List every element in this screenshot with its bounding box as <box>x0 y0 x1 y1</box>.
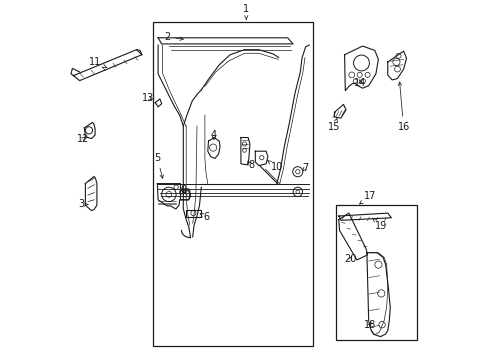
Text: 8: 8 <box>247 160 254 170</box>
Text: 20: 20 <box>343 254 355 264</box>
Text: 1: 1 <box>243 4 249 19</box>
Text: 3: 3 <box>79 199 88 210</box>
Text: 12: 12 <box>77 134 89 144</box>
Text: 17: 17 <box>359 191 375 204</box>
Text: 10: 10 <box>267 161 283 172</box>
Text: 16: 16 <box>397 82 409 132</box>
Text: 13: 13 <box>142 93 154 103</box>
Text: 9: 9 <box>180 185 186 195</box>
Text: 4: 4 <box>210 130 217 140</box>
Text: 18: 18 <box>363 320 375 330</box>
Text: 7: 7 <box>301 163 307 174</box>
Text: 6: 6 <box>200 212 209 222</box>
Text: 5: 5 <box>154 153 163 178</box>
Text: 15: 15 <box>327 118 339 132</box>
Text: 14: 14 <box>354 78 366 88</box>
Text: 19: 19 <box>372 218 386 231</box>
Bar <box>152 22 312 346</box>
Text: 11: 11 <box>89 57 106 68</box>
Bar <box>336 205 416 340</box>
Text: 2: 2 <box>163 32 183 42</box>
